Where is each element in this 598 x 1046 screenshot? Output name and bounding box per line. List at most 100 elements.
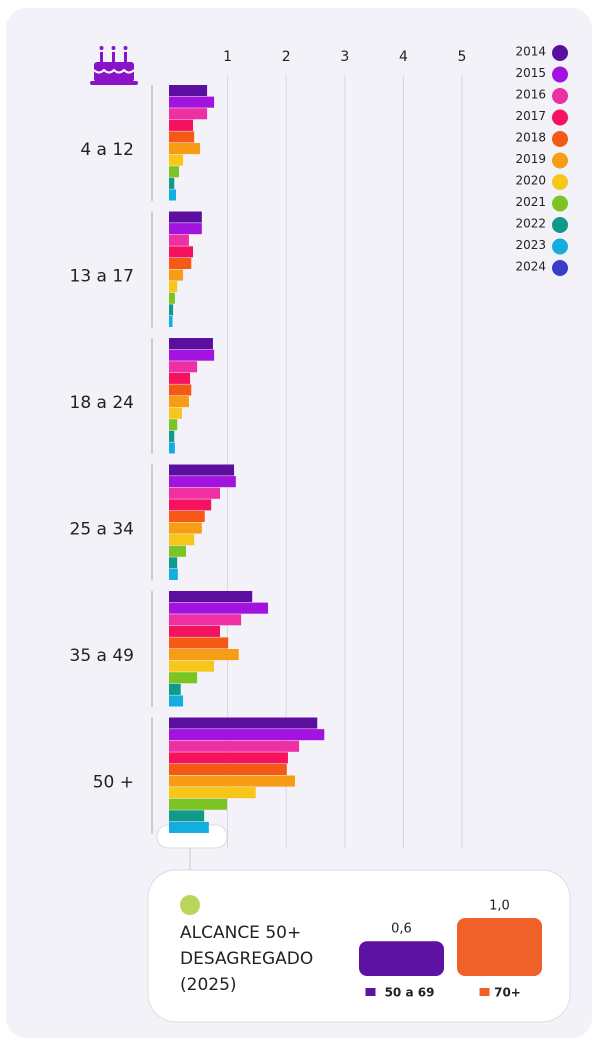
bar (169, 85, 208, 97)
x-tick-label: 2 (282, 49, 291, 65)
bar (169, 430, 175, 442)
legend-swatch (552, 260, 568, 276)
bar (169, 361, 198, 373)
legend-label: 2018 (515, 131, 546, 145)
bar (169, 384, 192, 396)
bar (169, 775, 295, 787)
bar (169, 522, 202, 534)
bar (169, 96, 215, 108)
value-label: 0,6 (391, 922, 412, 937)
legend-label: 2019 (515, 152, 546, 166)
bar (169, 763, 287, 775)
legend-label: 2022 (515, 217, 546, 231)
bar (169, 419, 178, 431)
x-tick-label: 5 (458, 49, 467, 65)
bar (169, 625, 220, 637)
bar (169, 304, 174, 316)
card-subtitle: DESAGREGADO (180, 949, 313, 969)
legend-label: 2017 (515, 109, 546, 123)
bar (169, 281, 178, 293)
card-note: (2025) (180, 975, 237, 995)
bar (169, 338, 213, 350)
bar (169, 396, 189, 408)
y-tick-label: 50 + (93, 773, 134, 793)
bar (169, 568, 178, 580)
bar (169, 269, 184, 281)
bar (169, 810, 205, 822)
bar (169, 787, 256, 799)
legend-swatch (552, 152, 568, 169)
cake-icon (90, 46, 138, 85)
bar (169, 223, 202, 235)
y-tick-label: 35 a 49 (70, 646, 135, 666)
bar (169, 752, 288, 764)
legend-swatch (552, 109, 568, 126)
legend-label: 2021 (515, 195, 546, 209)
bar (169, 166, 179, 178)
legend-swatch (552, 131, 568, 147)
bar (169, 602, 269, 614)
bar (169, 464, 235, 476)
bar (169, 637, 229, 649)
bar (169, 246, 194, 258)
value-label: 1,0 (489, 899, 510, 914)
legend-swatch (552, 174, 568, 190)
legend-label: 2014 (515, 45, 546, 59)
legend-swatch (552, 238, 568, 255)
bar (169, 660, 215, 672)
legend-swatch (552, 217, 568, 233)
bar (169, 476, 236, 488)
bar (169, 372, 191, 384)
bar (169, 257, 192, 269)
y-tick-label: 25 a 34 (70, 520, 135, 540)
bar (169, 695, 184, 707)
y-tick-label: 13 a 17 (70, 267, 135, 287)
bar (169, 510, 205, 522)
bar (169, 798, 228, 810)
bar (169, 108, 208, 120)
bar (169, 614, 242, 626)
legend-label: 2023 (515, 238, 546, 252)
bar (169, 740, 300, 752)
bar (169, 499, 212, 511)
bar (169, 672, 198, 684)
cake-mini (365, 988, 376, 996)
category-label: 50 a 69 (385, 986, 435, 1000)
legend-swatch (552, 66, 568, 83)
bar (169, 442, 175, 454)
card-title: ALCANCE 50+ (180, 923, 301, 943)
bar (169, 407, 182, 419)
bar (169, 349, 215, 361)
bar (359, 941, 444, 976)
bar (169, 683, 181, 695)
category-label: 70+ (494, 986, 521, 1000)
x-tick-label: 4 (399, 49, 408, 65)
bar (457, 918, 542, 976)
bar (169, 557, 178, 569)
legend-label: 2024 (515, 260, 546, 274)
bar (169, 534, 195, 546)
cake-mini (479, 988, 490, 996)
legend-label: 2015 (515, 66, 546, 80)
card (147, 869, 571, 1023)
legend-swatch (552, 88, 568, 104)
legend-swatch (552, 45, 568, 61)
bar (169, 211, 202, 223)
bar (169, 487, 220, 499)
bar (169, 131, 195, 143)
bar (169, 154, 184, 166)
bar (169, 545, 186, 557)
bar (169, 177, 175, 189)
bar (169, 649, 239, 661)
y-tick-label: 4 a 12 (80, 140, 134, 160)
bar (169, 717, 318, 729)
y-tick-label: 18 a 24 (70, 393, 135, 413)
legend-label: 2020 (515, 174, 546, 188)
x-tick-label: 3 (340, 49, 349, 65)
dot (180, 895, 200, 915)
legend-label: 2016 (515, 88, 546, 102)
bar (169, 729, 325, 741)
bar (169, 292, 175, 304)
bar (169, 591, 253, 603)
